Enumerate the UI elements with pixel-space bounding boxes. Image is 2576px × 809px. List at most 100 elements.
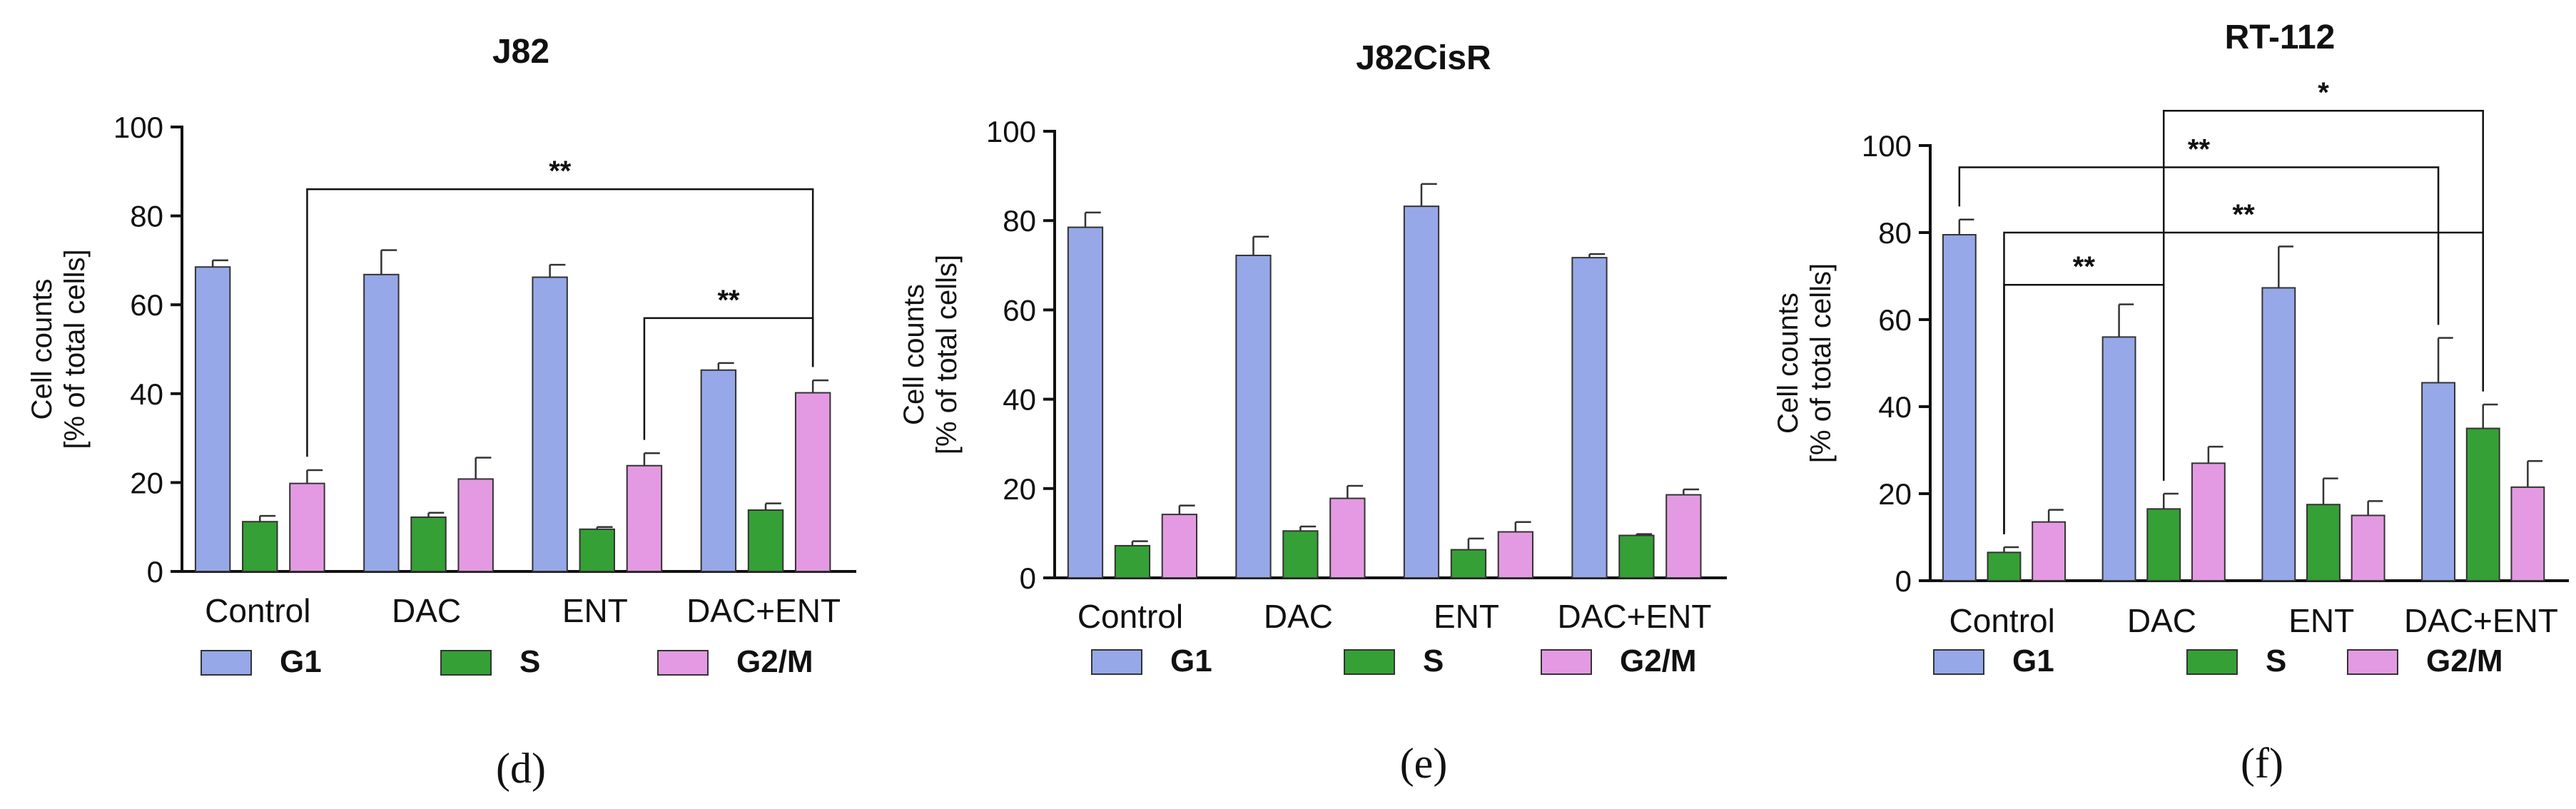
significance-bracket [1958, 166, 2440, 325]
chart-title: J82 [492, 33, 549, 71]
y-tick-label: 40 [1003, 383, 1036, 417]
legend-swatch-G1 [1091, 649, 1142, 675]
bar-G1-Control [1942, 234, 1977, 581]
bar-G2M-Control [289, 482, 325, 572]
x-tick-label: DAC+ENT [2404, 602, 2558, 639]
legend-swatch-G1 [1933, 649, 1984, 675]
x-tick-label: ENT [2288, 602, 2354, 639]
bar-G2M-ENT [2351, 514, 2385, 581]
bar-G2M-Control [2032, 521, 2067, 582]
significance-label: ** [717, 285, 740, 316]
chart-title: RT-112 [2225, 19, 2336, 56]
x-tick-label: DAC [1264, 598, 1333, 635]
bar-G1-DAC-ENT [700, 369, 737, 572]
x-tick-label: DAC [2127, 602, 2196, 639]
bar-G1-ENT [2261, 287, 2296, 581]
significance-label: ** [2073, 251, 2096, 283]
y-axis-label-line2: [% of total cells] [59, 249, 91, 449]
y-tick-label: 40 [130, 377, 163, 411]
y-tick-label: 20 [1003, 472, 1036, 506]
bar-S-ENT [579, 528, 615, 573]
bar-S-ENT [1450, 549, 1487, 579]
chart-panel-1: J82CisR Cell counts[% of total cells] 0 20 4… [898, 39, 1727, 787]
bar-G2M-Control [1161, 514, 1197, 579]
y-axis-label: Cell counts[% of total cells] [898, 255, 963, 454]
y-axis-label: Cell counts[% of total cells] [26, 249, 91, 449]
legend-label: G1 [280, 644, 322, 679]
legend-swatch-G1 [201, 650, 252, 676]
x-tick-label: Control [1949, 602, 2055, 639]
y-tick-label: 40 [1878, 390, 1912, 424]
x-tick-label: Control [1077, 598, 1183, 635]
bar-G1-DAC-ENT [2421, 382, 2456, 581]
bar-S-DAC-ENT [747, 509, 784, 572]
bar-S-Control [1114, 544, 1151, 579]
bar-S-DAC [2146, 508, 2181, 581]
panel-caption: (f) [2241, 740, 2283, 787]
y-tick-label: 80 [1878, 216, 1912, 250]
bar-G1-DAC [2101, 336, 2136, 581]
legend-swatch-G2M [2347, 649, 2398, 675]
bar-S-Control [242, 521, 278, 572]
significance-label: ** [2188, 134, 2211, 166]
y-tick-label: 100 [986, 115, 1036, 148]
bar-S-DAC-ENT [2465, 427, 2500, 581]
significance-label: ** [549, 156, 572, 187]
legend-label: G1 [2012, 643, 2054, 678]
legend-label: S [2266, 643, 2286, 678]
legend-label: G2/M [2426, 643, 2503, 678]
bar-S-Control [1987, 551, 2022, 581]
significance-bracket [2003, 283, 2165, 534]
legend-label: S [1423, 643, 1444, 678]
y-tick-label: 80 [130, 200, 163, 233]
x-tick-label: DAC [392, 592, 461, 629]
bar-G1-DAC-ENT [1571, 257, 1608, 579]
legend-label: G2/M [1620, 643, 1697, 678]
bar-G1-ENT [532, 276, 568, 572]
significance-label: ** [2233, 199, 2256, 230]
bar-G2M-DAC [1329, 497, 1366, 579]
bar-S-DAC-ENT [1618, 534, 1655, 579]
bar-G2M-DAC [457, 478, 494, 573]
x-tick-label: ENT [562, 592, 628, 629]
significance-bracket [643, 317, 814, 440]
bar-S-ENT [2306, 504, 2341, 581]
x-tick-label: DAC+ENT [1557, 598, 1711, 635]
significance-label: * [2318, 77, 2329, 108]
legend-swatch-G2M [657, 650, 709, 676]
legend-swatch-S [2186, 649, 2238, 675]
y-tick-label: 100 [1862, 129, 1912, 163]
significance-bracket [306, 188, 814, 457]
bar-G2M-DAC-ENT [794, 392, 831, 573]
bar-G1-Control [1067, 226, 1104, 579]
legend-swatch-G2M [1541, 649, 1592, 675]
chart-panel-0: J82 Cell counts[% of total cells] 0 20 40 60 8… [26, 33, 856, 792]
y-axis-label-line2: [% of total cells] [1805, 263, 1837, 463]
y-tick-label: 60 [1878, 303, 1912, 337]
y-tick-label: 0 [1020, 561, 1036, 595]
bar-G1-Control [194, 266, 231, 572]
y-tick-label: 0 [1895, 564, 1912, 598]
bar-G2M-ENT [1497, 531, 1533, 579]
legend-label: G2/M [736, 644, 813, 679]
y-tick-label: 0 [147, 555, 163, 589]
bar-G2M-DAC-ENT [1665, 494, 1702, 579]
y-axis-label-line2: [% of total cells] [931, 255, 963, 454]
y-tick-label: 20 [1878, 477, 1912, 511]
y-axis-label-line1: Cell counts [26, 279, 58, 420]
panel-caption: (e) [1400, 740, 1448, 787]
y-tick-label: 60 [130, 288, 163, 322]
y-axis-label-line1: Cell counts [1773, 292, 1804, 434]
y-tick-label: 100 [113, 111, 163, 144]
bar-S-DAC [1282, 530, 1319, 579]
y-axis-label: Cell counts[% of total cells] [1773, 263, 1837, 463]
legend-swatch-S [440, 650, 492, 676]
x-tick-label: ENT [1434, 598, 1499, 635]
legend-swatch-S [1344, 649, 1395, 675]
y-axis-label-line1: Cell counts [898, 284, 930, 425]
x-tick-label: Control [205, 592, 310, 629]
bar-G1-DAC [363, 273, 400, 572]
legend-label: G1 [1170, 643, 1212, 678]
chart-panel-2: RT-112 Cell counts[% of total cells] 0 20 40… [1773, 19, 2569, 787]
